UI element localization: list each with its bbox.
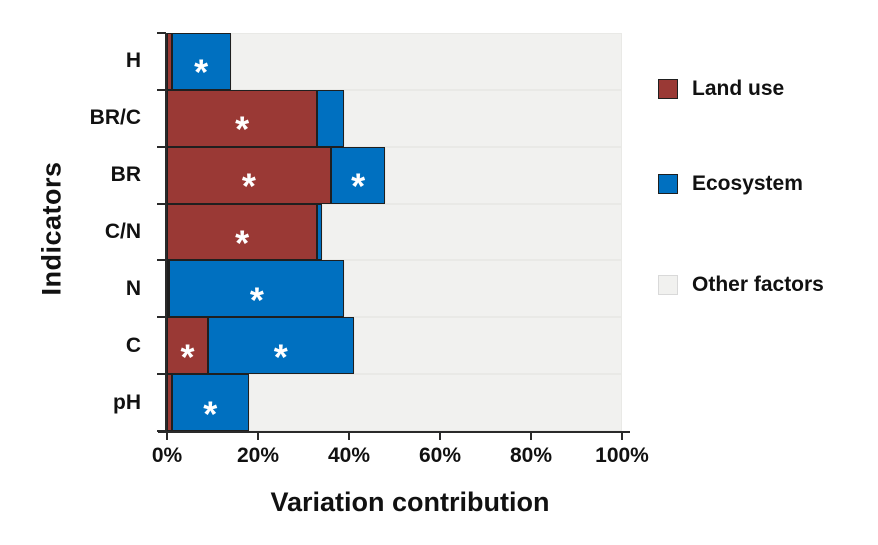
y-tick-label-n: N — [125, 276, 141, 300]
x-axis-tick — [166, 433, 168, 440]
bar-segment-other-factors — [344, 260, 622, 318]
legend-swatch-other-factors — [658, 275, 678, 295]
legend-label-other-factors: Other factors — [692, 273, 824, 296]
x-axis-tick — [348, 433, 350, 440]
bar-segment-land-use — [167, 33, 172, 90]
bar-row-h: * — [167, 33, 622, 90]
x-tick-label-80: 80% — [509, 444, 553, 467]
y-tick-label-br-c: BR/C — [89, 106, 141, 130]
legend-label-land-use: Land use — [692, 77, 785, 100]
y-axis-tick — [157, 145, 166, 148]
legend-item-other-factors: Other factors — [658, 273, 824, 297]
y-axis-line — [165, 33, 167, 433]
plot-area: * * * * * * * * * — [167, 33, 622, 432]
bar-row-br-c: * — [167, 89, 622, 147]
y-axis-tick — [157, 88, 166, 91]
bar-row-n: * — [167, 260, 622, 318]
legend-item-land-use: Land use — [658, 77, 784, 101]
y-tick-label-c: C — [125, 333, 141, 357]
bar-segment-ecosystem: * — [171, 374, 249, 432]
x-tick-label-60: 60% — [418, 444, 462, 467]
y-tick-label-h: H — [125, 49, 141, 73]
y-tick-label-c-n: C/N — [104, 219, 141, 243]
legend-swatch-land-use — [658, 79, 678, 99]
x-axis-tick — [621, 433, 623, 440]
y-axis-tick — [157, 430, 166, 432]
x-tick-label-40: 40% — [327, 444, 371, 467]
legend-item-ecosystem: Ecosystem — [658, 172, 803, 196]
bar-row-ph: * — [167, 374, 622, 432]
bar-row-br: * * — [167, 146, 622, 204]
bar-segment-other-factors — [344, 89, 622, 147]
bar-segment-ecosystem — [317, 203, 322, 261]
bar-segment-ecosystem: * — [171, 33, 231, 90]
bar-segment-other-factors — [321, 203, 622, 261]
bar-segment-ecosystem — [317, 89, 345, 147]
bar-segment-land-use: * — [167, 317, 208, 375]
x-axis-title: Variation contribution — [270, 487, 550, 517]
y-tick-label-ph: pH — [113, 390, 141, 414]
bar-segment-land-use — [167, 374, 172, 431]
bar-segment-other-factors — [248, 374, 622, 431]
legend-label-ecosystem: Ecosystem — [692, 172, 803, 195]
x-axis-tick — [439, 433, 441, 440]
y-tick-label-br: BR — [110, 163, 141, 187]
y-axis-tick — [157, 259, 166, 262]
bar-segment-ecosystem: * — [169, 260, 345, 318]
x-axis-tick — [530, 433, 532, 440]
y-axis-tick — [157, 32, 166, 34]
bar-segment-other-factors — [230, 33, 622, 90]
y-axis-tick — [157, 316, 166, 319]
x-tick-label-100: 100% — [595, 444, 649, 467]
bar-segment-land-use: * — [167, 203, 318, 261]
bar-row-c: * * — [167, 317, 622, 375]
bar-segment-other-factors — [385, 146, 622, 204]
bar-segment-land-use: * — [167, 146, 331, 204]
x-axis-line — [158, 431, 630, 433]
bar-segment-ecosystem: * — [330, 146, 386, 204]
x-tick-label-0: 0% — [151, 444, 183, 467]
x-axis-tick — [257, 433, 259, 440]
bar-row-c-n: * — [167, 203, 622, 261]
bar-segment-land-use: * — [167, 89, 318, 147]
bar-segment-land-use — [167, 260, 170, 318]
y-axis-tick — [157, 373, 166, 376]
legend-swatch-ecosystem — [658, 174, 678, 194]
bar-segment-other-factors — [353, 317, 622, 375]
bar-segment-ecosystem: * — [207, 317, 354, 375]
y-axis-tick — [157, 202, 166, 205]
x-tick-label-20: 20% — [236, 444, 280, 467]
